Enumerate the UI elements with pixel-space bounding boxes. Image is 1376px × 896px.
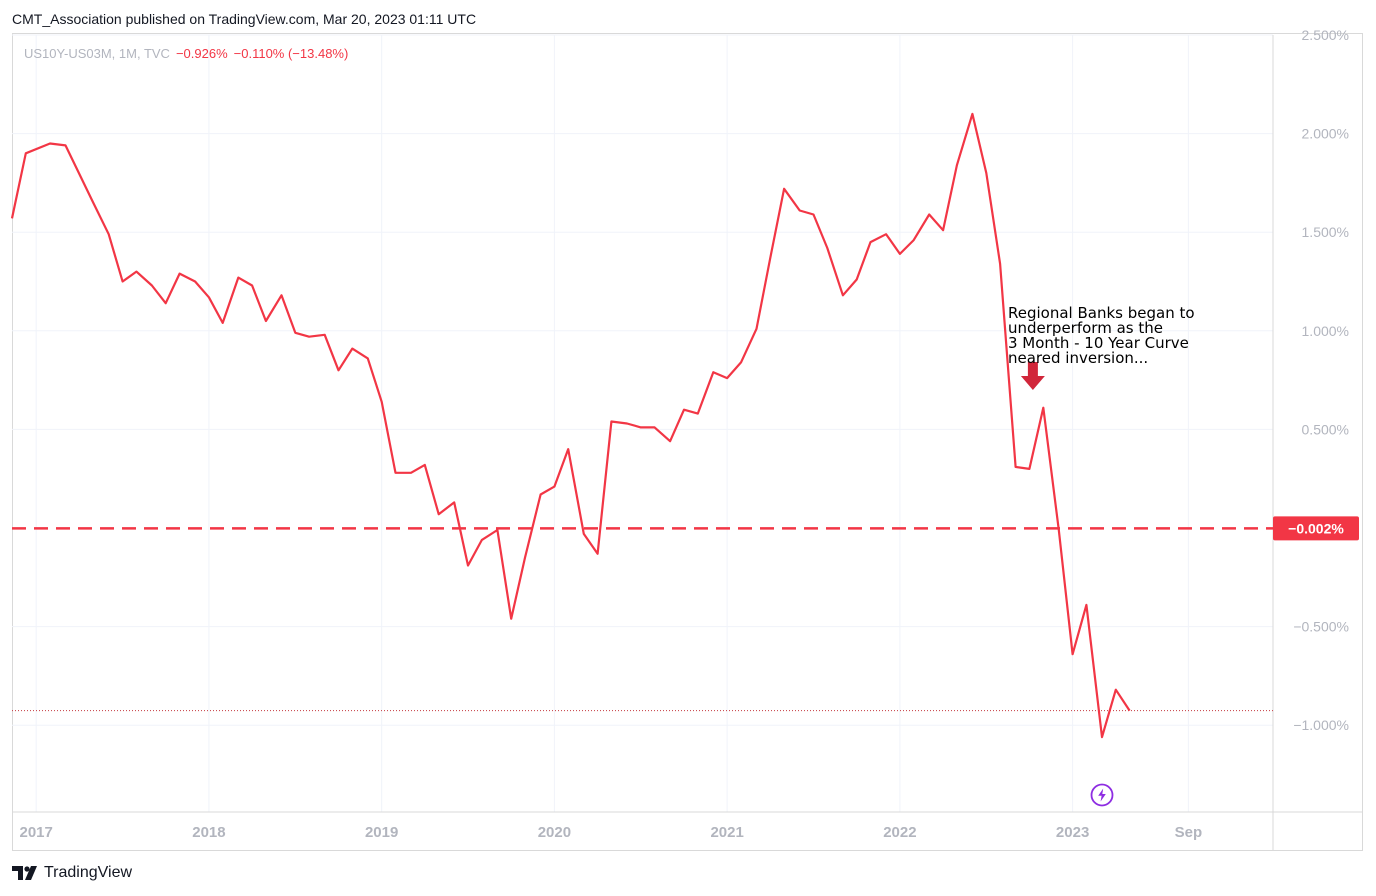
y-tick-label: 2.500%: [1302, 27, 1349, 43]
chart-frame[interactable]: [12, 33, 1363, 851]
time-axis[interactable]: 2017 2018 2019 2020 2021 2022 2023 Sep: [19, 824, 1202, 841]
arrow-down-icon: [1020, 361, 1045, 390]
y-tick-label: 1.500%: [1302, 224, 1349, 240]
x-tick-label: 2020: [538, 824, 571, 841]
annotation-line: Regional Banks began to: [1008, 304, 1195, 322]
tradingview-logo-icon: [12, 866, 37, 880]
reference-value-badge: [1273, 516, 1359, 541]
grid-lines: [12, 34, 1273, 812]
y-tick-label: −0.500%: [1293, 619, 1349, 635]
legend-last-value: −0.926%: [175, 46, 228, 61]
reference-value-label: −0.002%: [1288, 520, 1344, 536]
y-tick-label: 2.000%: [1302, 126, 1349, 142]
tradingview-footer[interactable]: TradingView: [12, 864, 132, 882]
annotation-line: 3 Month - 10 Year Curve: [1008, 334, 1189, 352]
chart-annotation[interactable]: Regional Banks began to underperform as t…: [1008, 306, 1195, 366]
price-axis[interactable]: 2.500% 2.000% 1.500% 1.000% 0.500% −0.500% −1.…: [1293, 27, 1349, 733]
markers: [1020, 361, 1045, 390]
lightning-flash-icon[interactable]: [1090, 783, 1114, 807]
legend-change: −0.110% (−13.48%): [233, 46, 349, 61]
y-tick-label: 0.500%: [1302, 421, 1349, 437]
x-tick-label: 2017: [19, 824, 52, 841]
footer-brand: TradingView: [44, 864, 133, 881]
x-tick-label: 2019: [365, 824, 398, 841]
x-tick-label: 2022: [883, 824, 916, 841]
reference-lines: −0.002%: [12, 516, 1359, 712]
legend-symbol: US10Y-US03M, 1M, TVC: [24, 46, 170, 61]
publish-line: CMT_Association published on TradingView…: [12, 11, 477, 27]
symbol-legend[interactable]: US10Y-US03M, 1M, TVC −0.926% −0.110% (−13.…: [24, 46, 348, 61]
x-tick-label: 2023: [1056, 824, 1089, 841]
series-line: [10, 112, 1131, 739]
y-tick-label: 1.000%: [1302, 323, 1349, 339]
annotation-line: neared inversion...: [1008, 349, 1149, 367]
x-tick-label: 2021: [710, 824, 743, 841]
annotation-line: underperform as the: [1008, 319, 1163, 337]
y-tick-label: −1.000%: [1293, 717, 1349, 733]
x-tick-label: 2018: [192, 824, 225, 841]
x-tick-label: Sep: [1175, 824, 1203, 841]
series-layer: [10, 112, 1131, 739]
